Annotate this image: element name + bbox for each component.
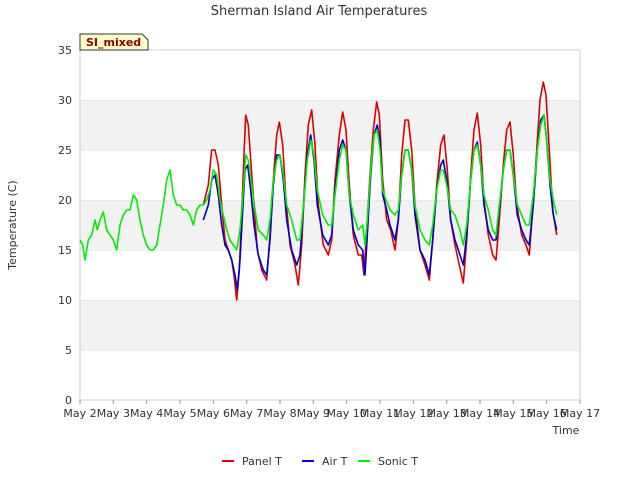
y-tick-label: 30 <box>58 94 72 107</box>
x-tick-label: May 11 <box>360 407 400 420</box>
x-axis-label: Time <box>552 424 580 437</box>
series-line-sonic-t <box>79 114 558 261</box>
x-tick-label: May 14 <box>460 407 500 420</box>
y-tick-label: 15 <box>58 244 72 257</box>
badge-shape <box>79 33 149 51</box>
x-tick-label: May 5 <box>163 407 196 420</box>
x-tick-label: May 15 <box>493 407 533 420</box>
x-tick-label: May 12 <box>393 407 433 420</box>
grid-band <box>80 50 580 100</box>
grid-band <box>80 100 580 150</box>
y-tick-label: 20 <box>58 194 72 207</box>
x-tick-label: May 3 <box>97 407 130 420</box>
x-tick-label: May 7 <box>230 407 263 420</box>
x-tick-label: May 17 <box>560 407 600 420</box>
y-axis-ticks: 0 5 10 15 20 25 30 35 <box>58 44 72 407</box>
series-lines <box>79 81 558 301</box>
x-tick-label: May 10 <box>327 407 367 420</box>
x-axis-ticks: May 2 May 3 May 4 May 5 May 6 May 7 May 8 May 9… <box>63 400 600 420</box>
legend-label: Sonic T <box>378 455 418 468</box>
legend-label: Panel T <box>242 455 282 468</box>
x-tick-label: May 16 <box>527 407 567 420</box>
grid-band <box>80 350 580 400</box>
badge-label: SI_mixed <box>86 36 141 49</box>
x-tick-label: May 6 <box>197 407 230 420</box>
y-tick-label: 5 <box>65 344 72 357</box>
x-tick-label: May 9 <box>297 407 330 420</box>
plot-frame <box>79 49 581 401</box>
x-tick-label: May 8 <box>263 407 296 420</box>
legend-label: Air T <box>322 455 348 468</box>
y-tick-label: 35 <box>58 44 72 57</box>
x-tick-label: May 13 <box>427 407 467 420</box>
grid-band <box>80 300 580 350</box>
x-tick-label: May 4 <box>130 407 163 420</box>
y-axis-label: Temperature (C) <box>6 180 19 270</box>
y-tick-label: 0 <box>65 394 72 407</box>
grid-band <box>80 150 580 200</box>
legend: Panel T Air T Sonic T <box>222 455 418 468</box>
chart-title: Sherman Island Air Temperatures <box>211 4 428 19</box>
y-tick-label: 25 <box>58 144 72 157</box>
y-tick-label: 10 <box>58 294 72 307</box>
x-tick-label: May 2 <box>63 407 96 420</box>
grid-band <box>80 250 580 300</box>
site-badge: SI_mixed <box>79 33 149 51</box>
